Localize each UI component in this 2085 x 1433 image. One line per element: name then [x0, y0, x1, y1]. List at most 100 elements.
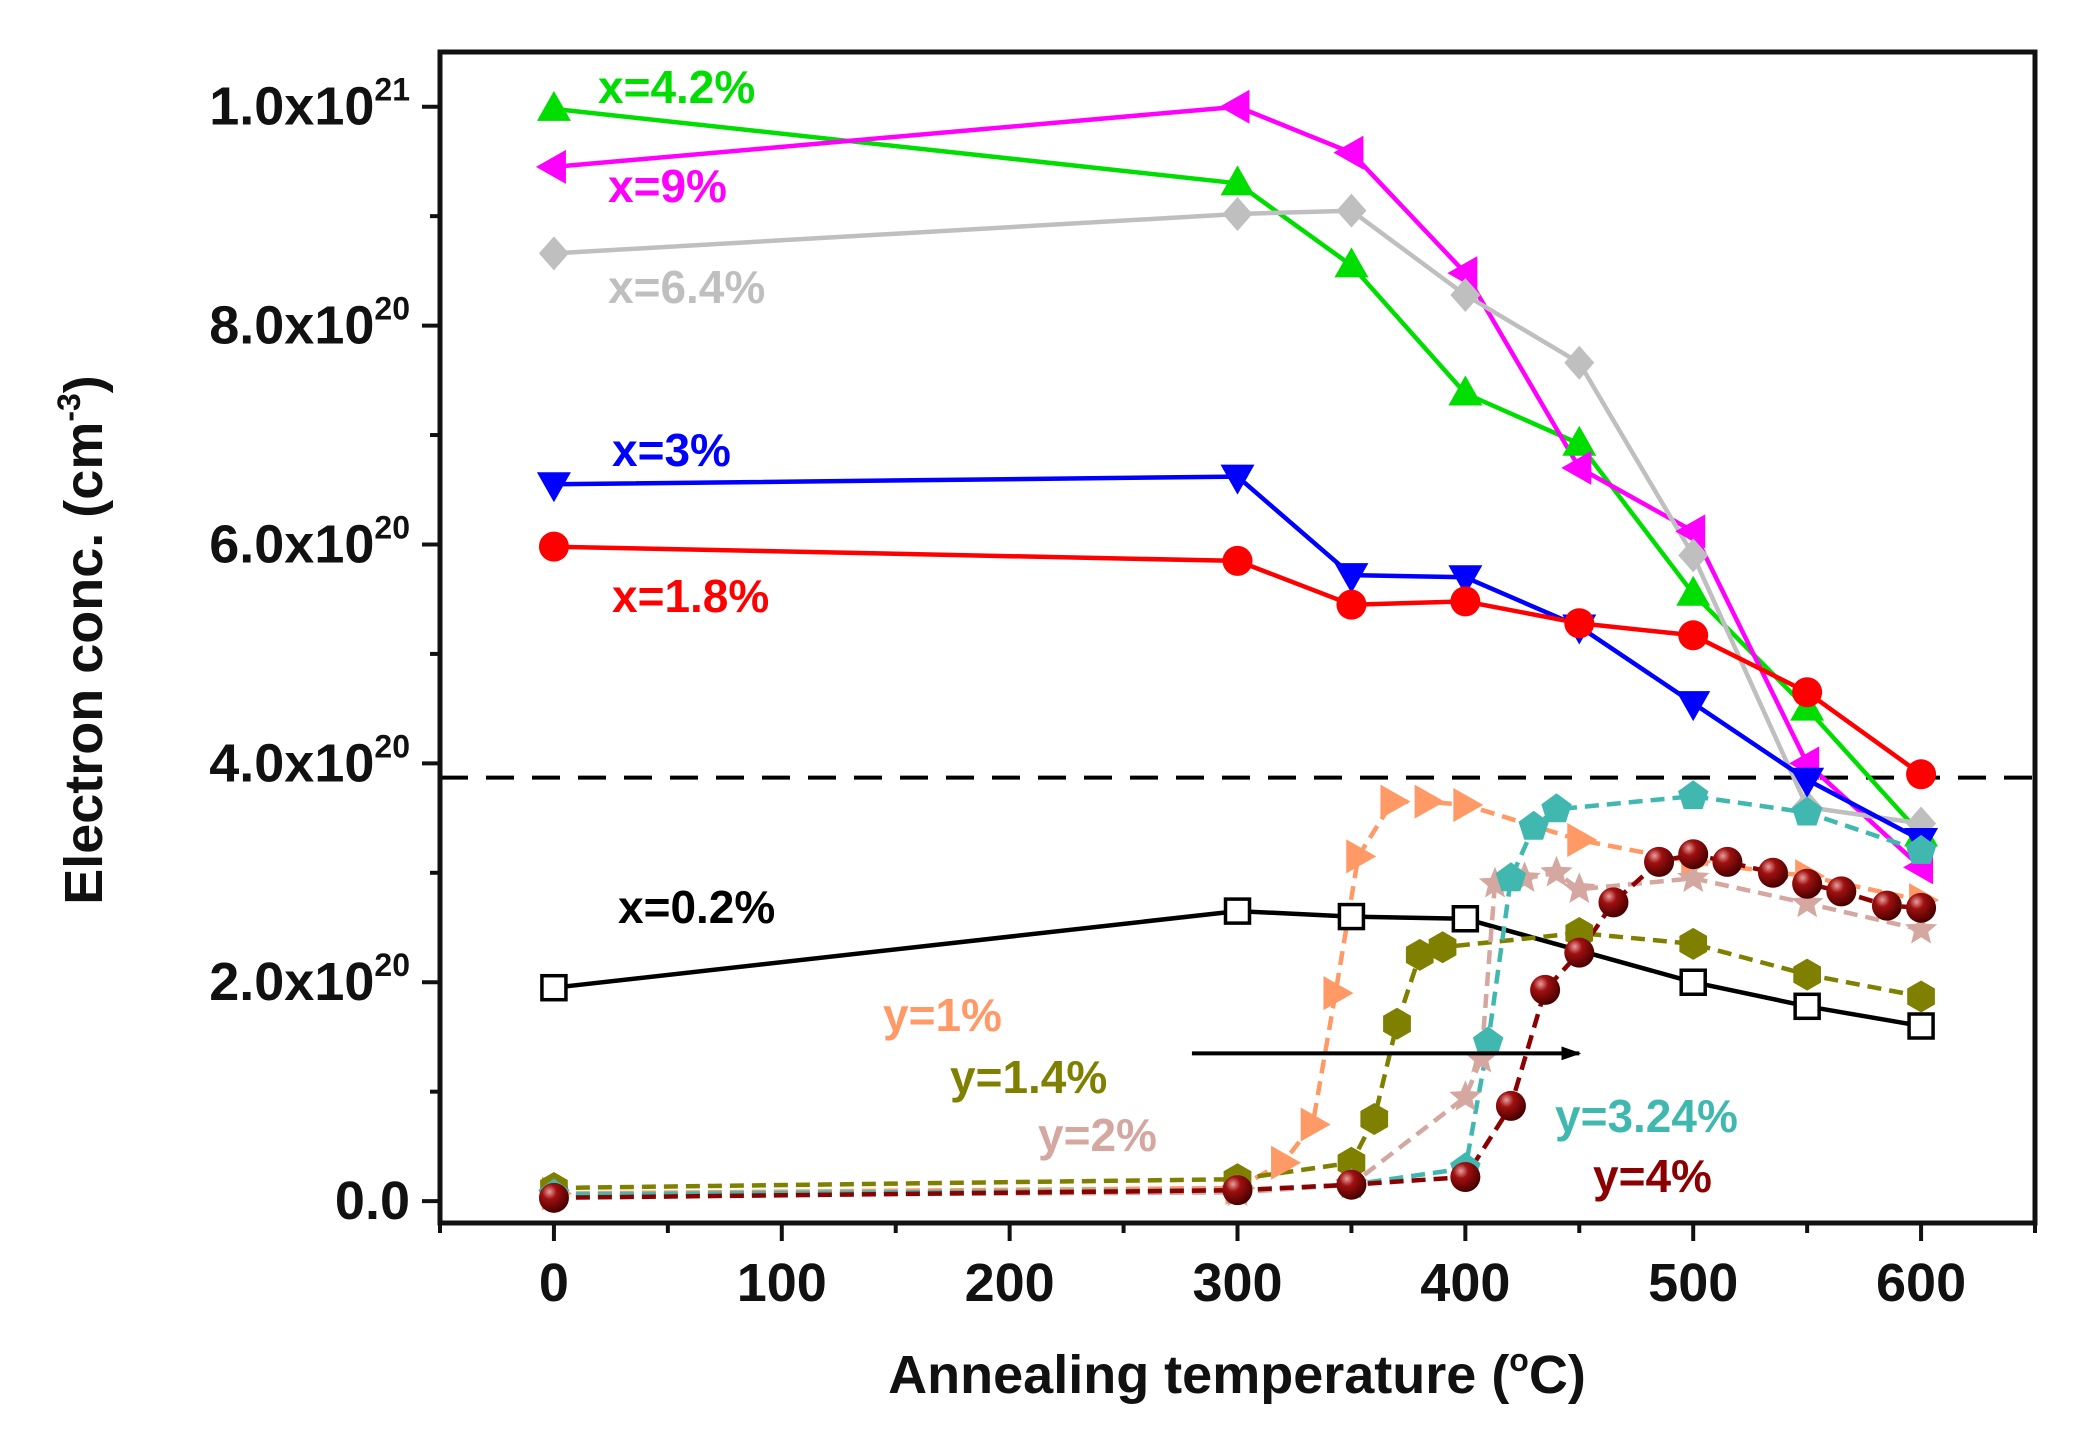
data-point	[1450, 277, 1481, 312]
data-point	[1826, 876, 1857, 907]
data-point	[1644, 846, 1675, 877]
data-point	[1271, 1145, 1302, 1180]
series-label-x6-4: x=6.4%	[608, 261, 765, 313]
data-point	[1222, 1175, 1253, 1206]
data-point	[1336, 589, 1367, 620]
series-label-y4: y=4%	[1593, 1150, 1712, 1202]
data-point	[1337, 1146, 1366, 1179]
data-point	[1453, 787, 1484, 822]
data-point	[538, 1182, 569, 1213]
series-label-y3-24: y=3.24%	[1555, 1090, 1738, 1142]
data-point	[1495, 862, 1527, 892]
series-label-x1-8: x=1.8%	[612, 570, 769, 622]
series-line-y-1-4	[553, 930, 1922, 1191]
x-axis-title: Annealing temperature (oC)	[888, 1342, 1586, 1405]
data-point	[1679, 968, 1707, 996]
data-point	[1563, 872, 1596, 903]
data-point	[1450, 1162, 1481, 1193]
data-point	[1564, 937, 1595, 968]
data-point	[1383, 1007, 1411, 1040]
series-label-x3: x=3%	[612, 424, 731, 476]
data-point	[1793, 992, 1821, 1021]
data-point	[1677, 861, 1710, 892]
data-point	[1678, 839, 1709, 870]
data-point	[1346, 839, 1377, 874]
y-axis: 0.0 2.0x1020 4.0x1020 6.0x1020 8.0x1020 1.0x1…	[209, 72, 440, 1231]
series-label-x9: x=9%	[608, 160, 727, 212]
data-point	[1447, 256, 1478, 291]
data-point	[1904, 912, 1938, 944]
data-point	[1414, 784, 1445, 819]
series-labels: x=4.2% x=9% x=6.4% x=3% x=1.8% x=0.2% y=…	[598, 61, 1738, 1202]
data-point	[1906, 759, 1937, 790]
data-point	[1451, 905, 1480, 933]
data-point	[1448, 375, 1483, 406]
data-point	[1792, 677, 1823, 708]
data-point	[536, 90, 571, 121]
series-label-y2: y=2%	[1038, 1109, 1157, 1161]
data-point	[1790, 767, 1825, 798]
series-line-x-1-8	[553, 544, 1923, 777]
data-point	[1334, 563, 1369, 594]
data-point	[1465, 1041, 1498, 1073]
x-tick-label: 400	[1420, 1253, 1510, 1313]
series-markers-x-0-2	[540, 897, 1935, 1040]
data-point	[1791, 886, 1824, 918]
data-point	[1360, 1103, 1389, 1135]
x-tick-label: 600	[1876, 1253, 1966, 1313]
data-point	[1907, 980, 1935, 1013]
data-point	[1793, 958, 1821, 991]
data-point	[1300, 1107, 1331, 1142]
x-tick-label: 300	[1192, 1253, 1282, 1313]
series-markers-y-3-24	[538, 780, 1937, 1208]
data-point	[1495, 1090, 1526, 1121]
data-point	[1449, 1080, 1482, 1111]
series-label-x4-2: x=4.2%	[598, 61, 755, 113]
series-label-x0-2: x=0.2%	[618, 881, 775, 933]
data-point	[536, 472, 571, 503]
y-tick-label: 1.0x1021	[209, 72, 410, 137]
data-point	[540, 973, 568, 1002]
y-tick-label: 6.0x1020	[209, 509, 410, 574]
data-point	[1564, 608, 1595, 639]
series-markers-y-1-4	[540, 917, 1935, 1204]
data-point	[1562, 425, 1597, 456]
data-point	[1871, 890, 1902, 921]
data-point	[1564, 345, 1595, 380]
series-markers-layer	[535, 89, 1940, 1213]
data-point	[1333, 135, 1364, 170]
series-markers-y-4	[538, 839, 1937, 1213]
data-point	[1792, 868, 1823, 899]
y-tick-label: 0.0	[335, 1171, 410, 1231]
series-label-y1-4: y=1.4%	[950, 1051, 1107, 1103]
data-point	[1678, 620, 1709, 651]
data-point	[1712, 846, 1743, 877]
series-line-y-4	[553, 851, 1922, 1201]
data-point	[538, 236, 569, 271]
data-point	[1448, 565, 1483, 596]
data-point	[1518, 810, 1549, 840]
data-point	[1540, 855, 1573, 887]
data-point	[1222, 545, 1253, 576]
data-point	[1220, 464, 1255, 495]
data-point	[1905, 834, 1937, 864]
y-axis-title: Electron conc. (cm-3)	[51, 375, 114, 905]
data-point	[538, 531, 569, 562]
data-point	[1336, 193, 1367, 228]
data-point	[1405, 938, 1434, 971]
data-point	[1220, 165, 1255, 196]
x-tick-label: 100	[737, 1253, 827, 1313]
data-point	[1334, 247, 1369, 278]
data-point	[1906, 892, 1937, 923]
data-point	[1219, 89, 1250, 124]
data-point	[1791, 796, 1823, 826]
data-point	[1541, 793, 1572, 823]
series-line-x-4-2	[553, 106, 1923, 837]
data-point	[1428, 931, 1457, 964]
data-point	[1223, 897, 1252, 925]
x-tick-label: 200	[965, 1253, 1055, 1313]
data-point	[1561, 450, 1592, 485]
data-point	[1472, 1026, 1504, 1056]
data-point	[1675, 514, 1706, 549]
data-point	[1567, 822, 1598, 857]
